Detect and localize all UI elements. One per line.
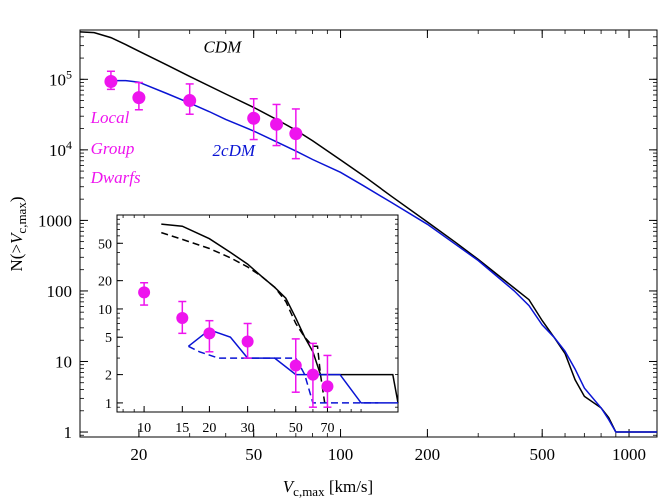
data-point [183, 94, 197, 108]
inset-series-line-cdm-solid [161, 223, 399, 404]
y-tick-exponent: 5 [66, 67, 72, 81]
inset-data-point [138, 286, 151, 299]
x-tick-label: 20 [130, 445, 147, 464]
x-axis-title-var: V [283, 477, 296, 496]
inset-series-line-cdm-dashed [161, 231, 326, 404]
y-tick-label: 105 [49, 67, 72, 89]
inset-x-tick-label: 70 [320, 421, 334, 436]
x-tick-label: 1000 [612, 445, 646, 464]
inset-frame [116, 214, 399, 413]
y-axis-title-var: V [7, 231, 26, 244]
annotation-label: CDM [204, 37, 243, 56]
annotation-label: Group [91, 139, 135, 158]
series-line-2cdm [110, 79, 657, 433]
x-axis-title-units: [km/s] [325, 477, 374, 496]
data-point [132, 91, 146, 105]
plot-frame [79, 29, 658, 438]
inset-y-tick-label: 5 [105, 331, 112, 346]
inset-y-tick-label: 2 [105, 369, 112, 384]
series-line-cdm [79, 31, 657, 433]
inset-y-tick-label: 50 [98, 237, 112, 252]
y-axis-title-post: ) [7, 197, 26, 203]
y-axis-title-pre: N(> [7, 244, 26, 272]
inset-x-tick-label: 20 [202, 421, 216, 436]
inset-data-point [203, 327, 216, 340]
annotation-label: Local [90, 108, 130, 127]
inset-series-line-2cdm-solid [187, 328, 398, 404]
y-tick-exponent: 4 [66, 138, 72, 152]
data-point [289, 127, 303, 141]
inset-data-point [241, 335, 254, 348]
inset-plot: 10 15 20 30 50 70 1 2 5 10 20 50 [98, 214, 399, 436]
inset-data-point [289, 359, 302, 372]
x-axis-title-sub: c,max [293, 484, 325, 499]
y-axis-title: N(>Vc,max) [7, 197, 29, 272]
x-tick-label: 50 [245, 445, 262, 464]
inset-x-tick-label: 15 [175, 421, 189, 436]
inset-y-tick-label: 1 [105, 397, 112, 412]
x-tick-label: 200 [415, 445, 441, 464]
y-tick-label: 104 [49, 138, 72, 160]
inset-data-point [176, 312, 189, 325]
y-tick-label: 1000 [38, 211, 72, 230]
y-tick-label: 100 [47, 282, 73, 301]
y-axis-title-sub: c,max [14, 202, 29, 234]
inset-y-tick-label: 10 [98, 303, 112, 318]
inset-y-tick-label: 20 [98, 275, 112, 290]
inset-x-tick-label: 30 [241, 421, 255, 436]
y-tick-label: 1 [64, 423, 73, 442]
main-plot: 20 50 100 200 500 10001101001000104105CDM2cDM… [38, 29, 658, 464]
inset-x-tick-label: 50 [289, 421, 303, 436]
annotation-label: 2cDM [213, 141, 256, 160]
annotation-label: Dwarfs [90, 168, 141, 187]
data-point [104, 75, 118, 89]
inset-data-point [306, 368, 319, 381]
x-axis-title: Vc,max [km/s] [283, 477, 373, 499]
data-point [270, 117, 284, 131]
x-tick-label: 500 [529, 445, 555, 464]
y-tick-label: 10 [55, 352, 72, 371]
x-tick-label: 100 [328, 445, 354, 464]
inset-data-point [321, 380, 334, 393]
y-tick-base: 10 [49, 70, 66, 89]
inset-series-line-2cdm-dashed [188, 345, 379, 404]
inset-x-tick-label: 10 [137, 421, 151, 436]
y-tick-base: 10 [49, 141, 66, 160]
data-point [247, 111, 261, 125]
